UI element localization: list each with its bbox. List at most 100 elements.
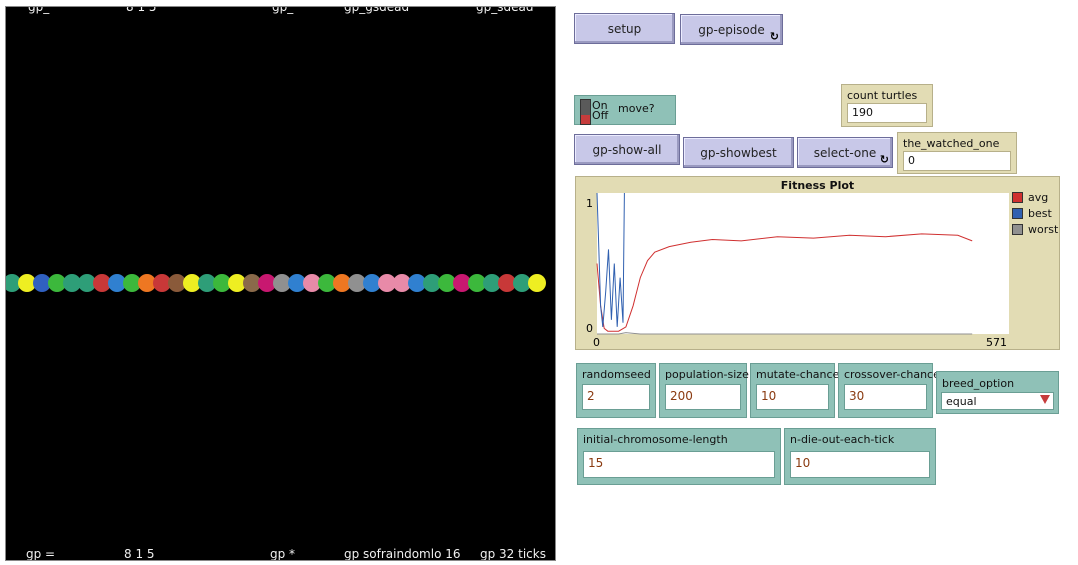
legend-swatch — [1012, 192, 1023, 203]
turtle — [228, 274, 246, 292]
legend-swatch — [1012, 208, 1023, 219]
gp-showbest-button[interactable]: gp-showbest — [683, 137, 794, 168]
chooser-select[interactable]: equal — [941, 392, 1054, 410]
n-die-out-each-tick-input[interactable]: n-die-out-each-tick 10 — [784, 428, 936, 485]
monitor-value: 0 — [903, 151, 1011, 171]
input-label: initial-chromosome-length — [583, 433, 728, 446]
switch-name: move? — [618, 102, 655, 115]
chooser-label: breed_option — [942, 377, 1015, 390]
initial-chromosome-length-input[interactable]: initial-chromosome-length 15 — [577, 428, 781, 485]
world-label: gp 32 ticks — [480, 547, 546, 561]
select-one-button[interactable]: select-one ↻ — [797, 137, 893, 168]
turtle — [198, 274, 216, 292]
world-view[interactable]: gp_ 8 1 5 gp_ gp_gsdead gp_sdead gp = 8 … — [5, 6, 556, 561]
turtle — [108, 274, 126, 292]
turtle — [168, 274, 186, 292]
series-line-avg — [596, 233, 973, 332]
world-label: gp_ — [272, 6, 294, 14]
world-label: 8 1 5 — [126, 6, 157, 14]
input-label: n-die-out-each-tick — [790, 433, 895, 446]
y-min-label: 0 — [586, 322, 593, 335]
move-switch[interactable]: On Off move? — [574, 95, 676, 125]
turtle — [213, 274, 231, 292]
turtle — [348, 274, 366, 292]
turtle — [453, 274, 471, 292]
crossover-chance-input[interactable]: crossover-chance 30 — [838, 363, 940, 418]
turtle — [438, 274, 456, 292]
input-label: crossover-chance — [844, 368, 940, 381]
legend-swatch — [1012, 224, 1023, 235]
legend-label: best — [1028, 207, 1052, 220]
fitness-plot: Fitness Plot 1 0 0 571 avg best worst — [575, 176, 1060, 350]
world-label: 8 1 5 — [124, 547, 155, 561]
input-value[interactable]: 10 — [756, 384, 829, 410]
switch-on-label: On — [592, 99, 608, 112]
turtle — [528, 274, 546, 292]
y-max-label: 1 — [586, 197, 593, 210]
gp-episode-button[interactable]: gp-episode ↻ — [680, 14, 783, 45]
turtle — [483, 274, 501, 292]
turtle — [513, 274, 531, 292]
turtle — [378, 274, 396, 292]
plot-title: Fitness Plot — [780, 179, 855, 192]
turtle — [498, 274, 516, 292]
plot-canvas: 1 0 0 571 — [586, 192, 1009, 349]
monitor-label: the_watched_one — [903, 137, 1000, 150]
randomseed-input[interactable]: randomseed 2 — [576, 363, 656, 418]
turtle — [78, 274, 96, 292]
legend-item-worst: worst — [1012, 223, 1058, 236]
switch-knob[interactable] — [581, 115, 590, 124]
series-line-worst — [597, 332, 973, 335]
watched-one-monitor: the_watched_one 0 — [897, 132, 1017, 174]
turtle — [468, 274, 486, 292]
mutate-chance-input[interactable]: mutate-chance 10 — [750, 363, 839, 418]
turtle — [33, 274, 51, 292]
world-label: gp sofraindomlo 16 — [344, 547, 461, 561]
input-value[interactable]: 2 — [582, 384, 650, 410]
turtle — [408, 274, 426, 292]
gp-showbest-button-label: gp-showbest — [700, 145, 777, 160]
input-value[interactable]: 30 — [844, 384, 927, 410]
world-label: gp_gsdead — [344, 6, 410, 14]
legend-item-best: best — [1012, 207, 1058, 220]
turtle — [288, 274, 306, 292]
gp-show-all-button-label: gp-show-all — [592, 142, 662, 157]
population-size-input[interactable]: population-size 200 — [659, 363, 749, 418]
legend-label: avg — [1028, 191, 1049, 204]
turtle — [93, 274, 111, 292]
switch-track[interactable] — [580, 99, 591, 125]
world-label: gp = — [26, 547, 56, 561]
setup-button[interactable]: setup — [574, 13, 675, 44]
forever-icon: ↻ — [769, 30, 779, 43]
gp-episode-button-label: gp-episode — [698, 22, 765, 37]
switch-off-label: Off — [592, 109, 609, 122]
breed-option-chooser[interactable]: breed_option equal — [936, 371, 1059, 414]
plot-legend: avg best worst — [1012, 191, 1058, 239]
world-label: gp_sdead — [476, 6, 534, 14]
gp-show-all-button[interactable]: gp-show-all — [574, 134, 680, 165]
turtle — [393, 274, 411, 292]
plot-area — [597, 193, 1009, 334]
input-label: mutate-chance — [756, 368, 840, 381]
input-value[interactable]: 200 — [665, 384, 741, 410]
turtle — [6, 274, 21, 292]
x-max-label: 571 — [986, 336, 1007, 349]
turtle — [153, 274, 171, 292]
turtle — [123, 274, 141, 292]
world-label: gp_ — [28, 6, 50, 14]
turtle — [423, 274, 441, 292]
turtle — [63, 274, 81, 292]
input-value[interactable]: 15 — [583, 451, 775, 478]
world-label: gp * — [270, 547, 296, 561]
dropdown-arrow-icon[interactable] — [1040, 395, 1050, 404]
turtle — [183, 274, 201, 292]
setup-button-label: setup — [607, 21, 642, 36]
turtle — [273, 274, 291, 292]
legend-label: worst — [1028, 223, 1059, 236]
forever-icon: ↻ — [879, 153, 889, 166]
input-value[interactable]: 10 — [790, 451, 930, 478]
turtle — [138, 274, 156, 292]
turtle — [48, 274, 66, 292]
turtle — [258, 274, 276, 292]
x-min-label: 0 — [593, 336, 600, 349]
